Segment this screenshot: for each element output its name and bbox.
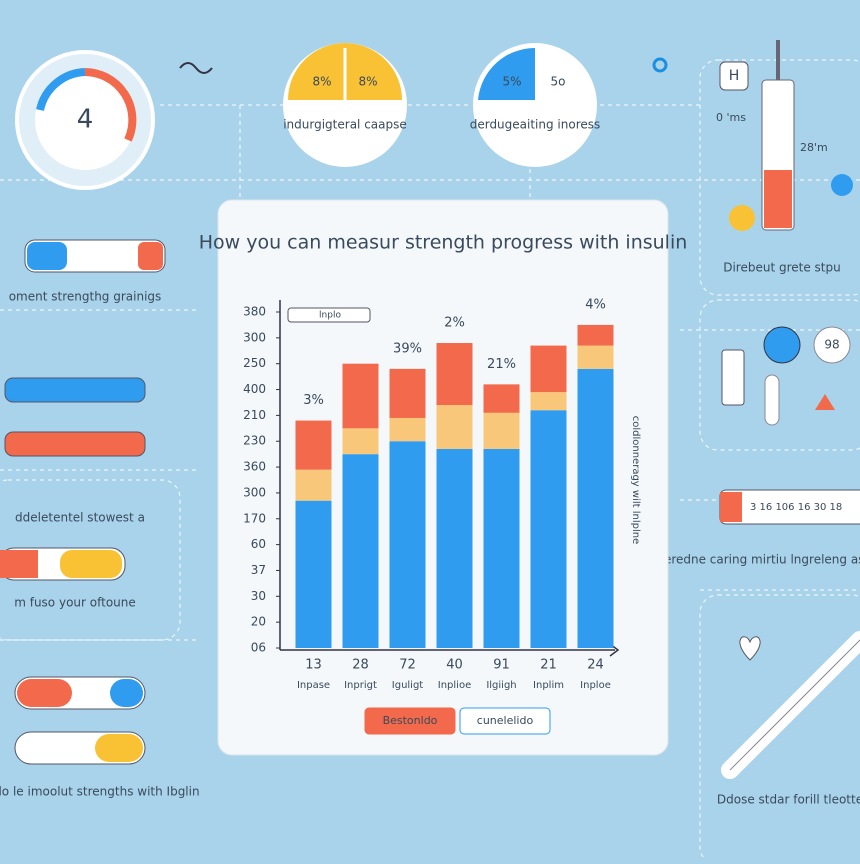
y-tick-label: 20 (251, 615, 266, 629)
bar-segment (436, 343, 473, 406)
bar-segment (342, 428, 379, 455)
side-label: coldlonneragy wilt lnlplne (630, 416, 641, 545)
caption: oment strengthg grainigs (9, 290, 162, 304)
percent: 8% (358, 75, 377, 89)
x-tick-label: 13 (305, 658, 322, 673)
caption: indurgigteral caapse (283, 118, 407, 132)
bar-segment (295, 420, 332, 470)
x-tick-label: 21 (540, 658, 557, 673)
pill-label: 98 (824, 338, 839, 352)
percent: 8% (312, 75, 331, 89)
bar-segment (577, 368, 614, 648)
legend-label: Bestonldo (383, 714, 438, 727)
bar-annotation: 21% (487, 357, 516, 372)
percent: 5% (502, 75, 521, 89)
bar-segment (436, 448, 473, 648)
bar-segment (389, 441, 426, 648)
x-sublabel: Inploe (580, 680, 611, 691)
gauge-value: 4 (77, 105, 94, 135)
caption: ddeletentel stowest a (15, 511, 145, 525)
scale: 3 16 106 16 30 18 (750, 502, 842, 513)
y-tick-label: 230 (243, 434, 266, 448)
legend-swatch (364, 707, 456, 735)
y-tick-label: 360 (243, 460, 266, 474)
bar-segment (389, 368, 426, 418)
x-tick-label: 72 (399, 658, 416, 673)
bar-annotation: 3% (303, 393, 324, 408)
bar-segment (295, 469, 332, 501)
gauge: 4 (15, 50, 155, 190)
top-legend-box (287, 307, 371, 323)
x-tick-label: 40 (446, 658, 463, 673)
bar-segment (483, 448, 520, 648)
vertical-syringe: H 0 'ms 28'm Direbeut grete stpu (716, 40, 853, 275)
left-syringes: oment strengthg grainigs ddeletentel sto… (0, 239, 200, 799)
top-legend: lnplo (319, 311, 341, 321)
y-tick-label: 250 (243, 356, 266, 370)
y-tick-label: 06 (251, 641, 266, 655)
x-tick-label: 91 (493, 658, 510, 673)
bar-segment (483, 412, 520, 449)
plot: 06 20 30 37 60 170 300 360 230 210 400 250 300 380 13 I… (243, 297, 620, 735)
y-tick-label: 210 (243, 408, 266, 422)
bar-segment (483, 384, 520, 413)
bar-annotation: 2% (444, 316, 465, 331)
legend-label: cunelelido (477, 714, 534, 727)
y-tick-label: 60 (251, 537, 266, 551)
bar-annotation: 39% (393, 341, 422, 356)
circle-card-2: 5% 5o derdugeaiting inoress (470, 43, 601, 167)
bar-segment (295, 500, 332, 648)
caption: Carnlo le imoolut strengths with Ibglin (0, 785, 200, 799)
x-tick-label: 28 (352, 658, 369, 673)
y-tick-label: 300 (243, 485, 266, 499)
circle-card-1: 8% 8% indurgigteral caapse (283, 43, 407, 167)
bar-segment (530, 392, 567, 411)
y-tick-label: 37 (251, 563, 266, 577)
box-label: H (729, 68, 740, 84)
caption: Ddose stdar forill tleotte (717, 793, 860, 807)
x-sublabel: Inpase (297, 680, 330, 691)
x-sublabel: Inplim (533, 680, 564, 691)
y-tick-label: 170 (243, 511, 266, 525)
legend-swatch (459, 707, 551, 735)
bar-segment (530, 410, 567, 648)
x-sublabel: Ilgiigh (486, 680, 516, 691)
caption: m fuso your oftoune (14, 596, 136, 610)
y-tick-label: 380 (243, 305, 266, 319)
percent: 5o (551, 75, 566, 89)
bar-annotation: 4% (585, 297, 606, 312)
chart-title: How you can measur strength progress wit… (199, 232, 688, 254)
bar-segment (577, 345, 614, 369)
caption: Direbeut grete stpu (723, 261, 841, 275)
bar-segment (342, 454, 379, 648)
label: 0 'ms (716, 111, 746, 124)
bar-segment (342, 363, 379, 429)
caption: Stneredne caring mirtiu lngreleng as pre… (644, 553, 860, 567)
wave (179, 62, 213, 74)
bar-segment (436, 405, 473, 449)
bar-segment (577, 324, 614, 346)
y-tick-label: 300 (243, 330, 266, 344)
x-tick-label: 24 (587, 658, 604, 673)
caption: derdugeaiting inoress (470, 118, 601, 132)
bar-segment (389, 417, 426, 442)
bar-segment (530, 345, 567, 393)
right-items: 98 3 16 106 16 30 18 Stneredne caring mi… (644, 326, 860, 807)
x-sublabel: Inplioe (438, 680, 471, 691)
x-sublabel: Inprigt (344, 680, 377, 691)
y-tick-label: 400 (243, 382, 266, 396)
dot (652, 57, 668, 73)
x-sublabel: Iguligt (392, 680, 424, 691)
connectors (0, 59, 860, 864)
label: 28'm (800, 141, 828, 154)
y-tick-label: 30 (251, 589, 266, 603)
